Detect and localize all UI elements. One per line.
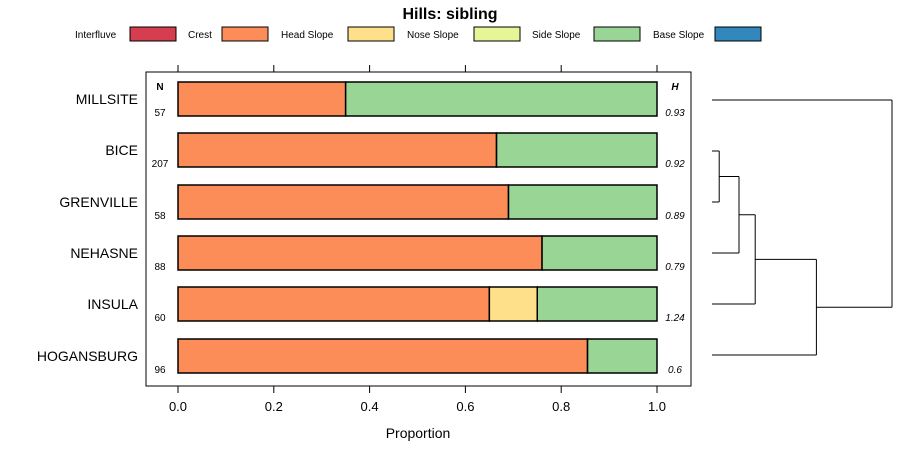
legend-label-side-slope: Side Slope: [532, 30, 581, 41]
bar-bice-crest: [177, 132, 498, 168]
legend-swatch-base-slope: [714, 26, 762, 42]
n-count-bice: 207: [152, 159, 169, 170]
category-label-grenville: GRENVILLE: [59, 194, 138, 210]
bar-millsite-crest: [177, 81, 347, 117]
plot-panel: [145, 71, 692, 387]
legend-swatch-side-slope: [593, 26, 641, 42]
h-value-insula: 1.24: [665, 313, 685, 324]
n-count-millsite: 57: [154, 108, 166, 119]
n-count-hogansburg: 96: [154, 365, 166, 376]
bar-nehasne-side-slope: [541, 235, 658, 271]
category-label-millsite: MILLSITE: [76, 91, 138, 107]
h-value-hogansburg: 0.6: [668, 365, 682, 376]
x-tick-label-0-4: 0.4: [361, 399, 379, 414]
bars: [177, 81, 658, 374]
category-label-nehasne: NEHASNE: [70, 245, 138, 261]
category-label-hogansburg: HOGANSBURG: [37, 348, 138, 364]
n-header: N: [156, 82, 163, 93]
legend-label-nose-slope: Nose Slope: [407, 30, 459, 41]
category-label-bice: BICE: [105, 142, 138, 158]
legend-swatch-head-slope: [347, 26, 395, 42]
bar-insula-head-slope: [488, 286, 539, 322]
category-label-insula: INSULA: [87, 296, 138, 312]
h-value-grenville: 0.89: [665, 211, 685, 222]
n-count-insula: 60: [154, 313, 166, 324]
bar-insula-crest: [177, 286, 491, 322]
top-axis-ticks: [177, 65, 658, 72]
bar-bice-side-slope: [495, 132, 658, 168]
legend-label-crest: Crest: [188, 30, 212, 41]
dendrogram: [712, 99, 893, 356]
x-axis-title: Proportion: [386, 425, 451, 441]
category-labels: MILLSITE 57 0.93 BICE 207 0.92 GRENVILLE 58 0.89…: [37, 91, 685, 376]
h-value-bice: 0.92: [665, 159, 685, 170]
n-count-grenville: 58: [154, 211, 166, 222]
legend-label-base-slope: Base Slope: [653, 30, 705, 41]
h-value-nehasne: 0.79: [665, 262, 685, 273]
legend-swatch-nose-slope: [473, 26, 521, 42]
legend: Interfluve Crest Head Slope Nose Slope Side …: [75, 26, 762, 42]
legend-label-interfluve: Interfluve: [75, 30, 117, 41]
bar-nehasne-crest: [177, 235, 543, 271]
bar-insula-side-slope: [536, 286, 658, 322]
bar-grenville-side-slope: [507, 184, 658, 220]
legend-swatch-crest: [221, 26, 269, 42]
x-tick-label-0-6: 0.6: [456, 399, 474, 414]
h-header: H: [671, 82, 679, 93]
h-value-millsite: 0.93: [665, 108, 685, 119]
x-tick-label-0-0: 0.0: [169, 399, 187, 414]
chart-title: Hills: sibling: [402, 6, 497, 23]
bar-hogansburg-crest: [177, 338, 589, 374]
bar-millsite-side-slope: [344, 81, 658, 117]
legend-swatch-interfluve: [129, 26, 177, 42]
legend-label-head-slope: Head Slope: [281, 30, 334, 41]
x-tick-label-0-8: 0.8: [552, 399, 570, 414]
bar-hogansburg-side-slope: [586, 338, 658, 374]
x-axis: 0.0 0.2 0.4 0.6 0.8 1.0: [169, 386, 666, 414]
n-count-nehasne: 88: [154, 262, 166, 273]
bar-grenville-crest: [177, 184, 510, 220]
x-tick-label-0-2: 0.2: [265, 399, 283, 414]
x-tick-label-1-0: 1.0: [648, 399, 666, 414]
